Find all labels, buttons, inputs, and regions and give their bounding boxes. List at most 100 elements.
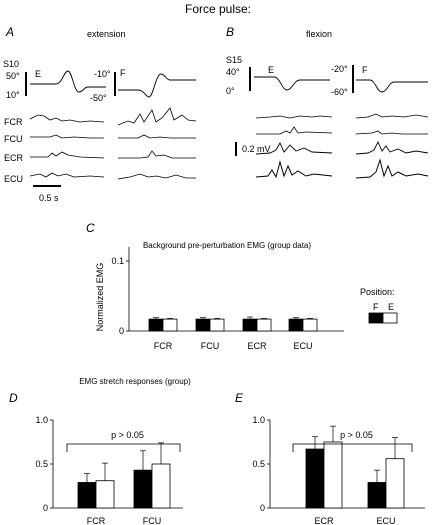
chart-c-bar-ecu-e [302,318,318,332]
panel-a: A extension S10 50° 10° E -10° -50° F FC… [3,25,197,203]
panel-b: B flexion S15 40° 0° E -20° -60° F 0.2 m… [226,25,429,179]
emg-trace-a-flex-fcr [117,107,197,126]
chart-e: 0 0.5 1.0 ECR ECU p > 0.05 [252,415,425,525]
panel-b-f-label: F [362,65,368,75]
chart-d-category-label: FCU [143,516,162,525]
emg-trace-b-ext-fcu [256,126,333,135]
chart-c-bar-ecu-f [288,318,304,332]
panel-b-f-angle-top: -20° [331,64,348,74]
chart-c-bar-fcr-f [148,318,164,332]
panel-b-e-angle-trace [254,76,330,91]
chart-d-bar-fcr-e [95,480,115,509]
emg-trace-a-ext-ecu [29,172,105,178]
chart-e-bar-ecr-f [305,448,325,509]
muscle-label-ecr: ECR [4,153,24,163]
panel-a-e-angle-trace [30,70,106,93]
legend-e-swatch [382,312,398,324]
panel-b-f-angle-trace [356,79,428,93]
emg-trace-a-flex-fcu [118,134,196,139]
panel-a-f-angle-top: -10° [94,69,111,79]
emg-trace-a-flex-ecr [118,150,196,159]
muscle-label-ecu: ECU [4,174,23,184]
emg-trace-b-ext-fcr [255,115,333,119]
panel-c: C Background pre-perturbation EMG (group… [86,221,398,351]
panel-a-f-angle-trace [118,73,196,98]
legend-f-text: F [373,302,379,312]
chart-c-bar-ecr-e [256,318,272,332]
panel-a-angle-top: 50° [6,71,20,81]
chart-c-category-label: ECR [247,341,267,351]
panel-b-letter: B [226,25,234,39]
panel-a-e-label: E [35,69,41,79]
chart-d-bar-fcu-f [133,469,153,509]
muscle-label-fcr: FCR [4,117,23,127]
chart-e-ytick-label: 0.5 [252,459,265,469]
emg-trace-b-ext-ecr [255,142,333,155]
panel-a-condition: extension [87,29,126,39]
chart-e-bar-ecu-f [367,482,387,509]
chart-c-bar-fcu-f [195,318,211,332]
chart-d-significance-label: p > 0.05 [111,430,144,440]
panel-a-f-angle-bottom: -50° [90,93,107,103]
chart-d-bar-fcr-f [77,482,97,509]
chart-e-bar-ecu-e [385,458,405,509]
chart-e-bar-ecr-e [323,441,343,509]
panel-a-subject: S10 [3,59,19,69]
panel-e: E 0 0.5 1.0 ECR ECU p > 0.05 [235,391,425,525]
chart-c-category-label: ECU [293,341,312,351]
panel-b-angle-bottom: 0° [226,86,235,96]
panel-a-letter: A [5,25,14,39]
emg-trace-a-ext-fcr [29,114,105,123]
emg-trace-b-flex-fcu [355,130,428,135]
chart-c-bar-fcr-e [162,318,178,332]
muscle-label-fcu: FCU [4,134,23,144]
panel-c-title: Background pre-perturbation EMG (group d… [143,241,311,250]
emg-trace-a-ext-ecr [30,151,105,159]
panel-b-f-angle-bottom: -60° [331,87,348,97]
chart-e-significance-label: p > 0.05 [340,430,373,440]
chart-c-bar-ecr-f [242,318,258,332]
panel-d-title: EMG stretch responses (group) [79,377,191,386]
emg-trace-a-ext-fcu [30,134,104,139]
chart-c-category-label: FCR [154,341,173,351]
emg-trace-b-ext-ecu [255,160,333,179]
chart-d-bar-fcu-e [151,463,171,509]
figure-title: Force pulse: [185,2,251,16]
chart-d-category-label: FCR [87,516,106,525]
panel-a-f-label: F [120,68,126,78]
chart-d-ytick-label: 0 [43,503,48,513]
emg-trace-b-flex-ecu [355,158,429,179]
emg-trace-b-flex-fcr [355,113,429,119]
chart-c-category-label: FCU [201,341,220,351]
chart-d-significance-bracket [66,443,181,452]
chart-d-ytick-label: 1.0 [35,415,48,425]
time-scale-label: 0.5 s [39,193,59,203]
panel-d: EMG stretch responses (group) D 0 0.5 1.0 F… [9,377,191,525]
chart-e-category-label: ECU [376,516,395,525]
chart-d-ytick-label: 0.5 [35,459,48,469]
panel-e-letter: E [235,391,244,405]
emg-scale-label: 0.2 mV [242,144,271,154]
chart-c-bar-fcu-e [209,318,225,332]
chart-e-significance-bracket [292,443,413,452]
panel-b-condition: flexion [306,29,332,39]
emg-trace-a-flex-ecu [117,173,196,180]
chart-c-ytick-label: 0.1 [111,256,124,266]
chart-c-ytick-label: 0 [119,326,124,336]
panel-c-letter: C [86,221,95,235]
chart-e-ytick-label: 1.0 [252,415,265,425]
panel-b-subject: S15 [226,55,242,65]
emg-trace-b-flex-ecr [355,140,429,155]
panel-b-angle-top: 40° [226,67,240,77]
legend-e-text: E [388,302,394,312]
legend-f-swatch [368,312,384,324]
chart-e-category-label: ECR [314,516,334,525]
chart-e-ytick-label: 0 [260,503,265,513]
panel-c-ylabel: Normalized EMG [95,263,105,332]
panel-a-angle-bottom: 10° [6,90,20,100]
panel-b-e-label: E [268,65,274,75]
chart-d: 0 0.5 1.0 FCR FCU p > 0.05 [35,415,183,525]
panel-d-letter: D [9,391,18,405]
